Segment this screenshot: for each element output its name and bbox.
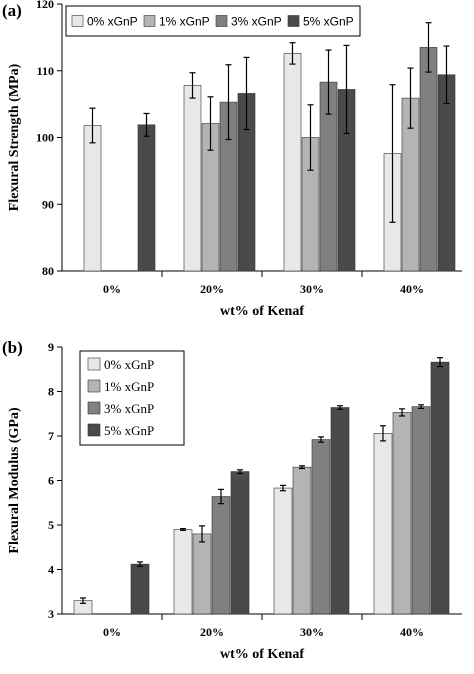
y-tick-label: 100 bbox=[36, 131, 54, 145]
bar bbox=[430, 361, 450, 615]
x-tick-label: 40% bbox=[400, 625, 424, 639]
chart-flexural-modulus: (b) 3 4 5 6 7 8 9 0% 20% 30% 40% wt% of Kenaf Flexur… bbox=[2, 338, 462, 662]
y-tick-label: 120 bbox=[36, 0, 54, 11]
x-axis-title: wt% of Kenaf bbox=[220, 304, 304, 319]
y-tick-label: 8 bbox=[48, 385, 54, 399]
bar bbox=[311, 439, 331, 615]
bar bbox=[211, 496, 231, 615]
bar bbox=[330, 407, 350, 615]
x-tick-label: 30% bbox=[300, 282, 324, 296]
legend-label: 0% xGnP bbox=[104, 357, 154, 372]
bar bbox=[173, 529, 193, 615]
y-tick-label: 3 bbox=[48, 607, 54, 621]
bar bbox=[419, 47, 438, 272]
bar bbox=[373, 433, 393, 615]
bar bbox=[392, 412, 412, 615]
legend-swatch bbox=[287, 15, 300, 27]
legend-swatch bbox=[87, 423, 101, 437]
plot-area: 3 4 5 6 7 8 9 0% 20% 30% 40% wt% of Kenaf Flexural M… bbox=[7, 340, 462, 662]
legend-label: 3% xGnP bbox=[231, 15, 282, 29]
y-tick-label: 110 bbox=[37, 64, 54, 78]
y-tick-label: 5 bbox=[48, 518, 54, 532]
x-tick-label: 0% bbox=[103, 282, 121, 296]
panel-label: (a) bbox=[2, 1, 22, 20]
x-tick-label: 0% bbox=[103, 625, 121, 639]
y-tick-label: 9 bbox=[48, 340, 54, 354]
y-tick-label: 90 bbox=[42, 197, 54, 211]
bar bbox=[283, 53, 302, 272]
legend-swatch bbox=[143, 15, 156, 27]
bar bbox=[273, 487, 293, 615]
legend-label: 1% xGnP bbox=[159, 15, 210, 29]
bar bbox=[230, 471, 250, 615]
y-axis-title: Flexural Modulus (GPa) bbox=[7, 407, 22, 554]
y-tick-label: 4 bbox=[48, 563, 54, 577]
y-tick-label: 7 bbox=[48, 429, 54, 443]
bar bbox=[130, 563, 150, 615]
legend-swatch bbox=[71, 15, 84, 27]
bar bbox=[183, 85, 202, 272]
bar bbox=[411, 406, 431, 615]
bar bbox=[192, 533, 212, 615]
legend-label: 5% xGnP bbox=[303, 15, 354, 29]
panel-label: (b) bbox=[2, 338, 23, 357]
legend-swatch bbox=[87, 379, 101, 393]
legend-label: 5% xGnP bbox=[104, 423, 154, 438]
bar bbox=[437, 74, 456, 272]
x-axis-title: wt% of Kenaf bbox=[220, 647, 304, 662]
bar bbox=[137, 124, 156, 272]
bar bbox=[83, 125, 102, 272]
legend-label: 1% xGnP bbox=[104, 379, 154, 394]
x-tick-label: 20% bbox=[200, 625, 224, 639]
chart-flexural-strength: (a) 80 90 100 110 120 0% 20% 30% 40% wt% of Kenaf… bbox=[2, 0, 462, 319]
y-tick-label: 80 bbox=[42, 264, 54, 278]
x-tick-label: 20% bbox=[200, 282, 224, 296]
legend-label: 0% xGnP bbox=[87, 15, 138, 29]
plot-area: 80 90 100 110 120 0% 20% 30% 40% wt% of Kenaf Flex… bbox=[7, 0, 462, 319]
bar bbox=[292, 466, 312, 615]
legend-box bbox=[65, 5, 361, 37]
legend-swatch bbox=[87, 357, 101, 371]
x-tick-label: 30% bbox=[300, 625, 324, 639]
y-axis-title: Flexural Strength (MPa) bbox=[7, 63, 22, 211]
legend-swatch bbox=[87, 401, 101, 415]
x-tick-label: 40% bbox=[400, 282, 424, 296]
legend-swatch bbox=[215, 15, 228, 27]
y-tick-label: 6 bbox=[48, 474, 54, 488]
legend-label: 3% xGnP bbox=[104, 401, 154, 416]
